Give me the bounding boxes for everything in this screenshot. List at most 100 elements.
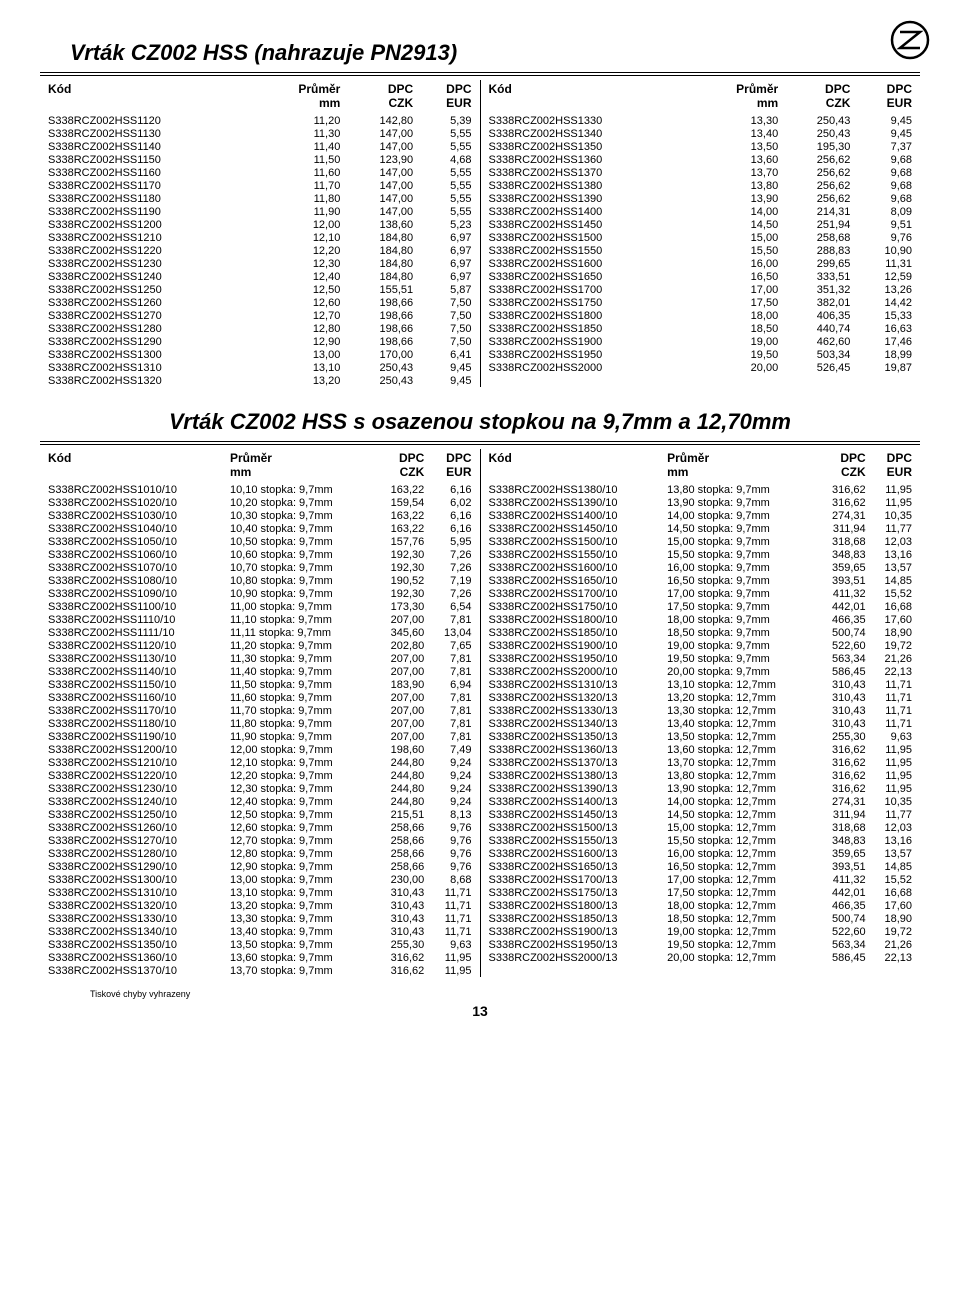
col-kod: Kód	[485, 80, 696, 96]
table-row: S338RCZ002HSS1340/1013,40 stopka: 9,7mm3…	[44, 925, 476, 938]
table-row: S338RCZ002HSS1210/1012,10 stopka: 9,7mm2…	[44, 756, 476, 769]
col-dpc-eur: DPC	[428, 449, 475, 465]
table-row: S338RCZ002HSS1550/1315,50 stopka: 12,7mm…	[485, 834, 917, 847]
table-row: S338RCZ002HSS1700/1317,00 stopka: 12,7mm…	[485, 873, 917, 886]
table-row: S338RCZ002HSS1330/1313,30 stopka: 12,7mm…	[485, 704, 917, 717]
table-row: S338RCZ002HSS1350/1013,50 stopka: 9,7mm2…	[44, 938, 476, 951]
table-row: S338RCZ002HSS150015,00258,689,76	[485, 231, 917, 244]
table-row: S338RCZ002HSS1080/1010,80 stopka: 9,7mm1…	[44, 574, 476, 587]
table-row: S338RCZ002HSS1400/1014,00 stopka: 9,7mm2…	[485, 509, 917, 522]
table-row: S338RCZ002HSS1290/1012,90 stopka: 9,7mm2…	[44, 860, 476, 873]
table-row: S338RCZ002HSS1650/1016,50 stopka: 9,7mm3…	[485, 574, 917, 587]
table-row: S338RCZ002HSS1260/1012,60 stopka: 9,7mm2…	[44, 821, 476, 834]
table-row: S338RCZ002HSS1750/1317,50 stopka: 12,7mm…	[485, 886, 917, 899]
table-row: S338RCZ002HSS200020,00526,4519,87	[485, 361, 917, 374]
col-prumer: Průměr	[226, 449, 373, 465]
table-row: S338RCZ002HSS1130/1011,30 stopka: 9,7mm2…	[44, 652, 476, 665]
table-row: S338RCZ002HSS122012,20184,806,97	[44, 244, 476, 257]
section1-columns: Kód Průměr DPC DPC mm CZK EUR S338RCZ002…	[40, 80, 920, 387]
logo-icon	[890, 20, 930, 60]
table-row: S338RCZ002HSS1310/1313,10 stopka: 12,7mm…	[485, 678, 917, 691]
table-row: S338RCZ002HSS1600/1016,00 stopka: 9,7mm3…	[485, 561, 917, 574]
table-row: S338RCZ002HSS180018,00406,3515,33	[485, 309, 917, 322]
table-row: S338RCZ002HSS1950/1019,50 stopka: 9,7mm5…	[485, 652, 917, 665]
table-row: S338RCZ002HSS1040/1010,40 stopka: 9,7mm1…	[44, 522, 476, 535]
table-row: S338RCZ002HSS1800/1018,00 stopka: 9,7mm4…	[485, 613, 917, 626]
table-row: S338RCZ002HSS137013,70256,629,68	[485, 166, 917, 179]
col-prumer: Průměr	[696, 80, 783, 96]
table-row: S338RCZ002HSS136013,60256,629,68	[485, 153, 917, 166]
table-row: S338RCZ002HSS1180/1011,80 stopka: 9,7mm2…	[44, 717, 476, 730]
table-row: S338RCZ002HSS1020/1010,20 stopka: 9,7mm1…	[44, 496, 476, 509]
table-row: S338RCZ002HSS1850/1018,50 stopka: 9,7mm5…	[485, 626, 917, 639]
table-row: S338RCZ002HSS1010/1010,10 stopka: 9,7mm1…	[44, 483, 476, 496]
table-row: S338RCZ002HSS1050/1010,50 stopka: 9,7mm1…	[44, 535, 476, 548]
table-row: S338RCZ002HSS1100/1011,00 stopka: 9,7mm1…	[44, 600, 476, 613]
table-row: S338RCZ002HSS1120/1011,20 stopka: 9,7mm2…	[44, 639, 476, 652]
col-dpc-eur: DPC	[870, 449, 916, 465]
table-row: S338RCZ002HSS165016,50333,5112,59	[485, 270, 917, 283]
table-row: S338RCZ002HSS138013,80256,629,68	[485, 179, 917, 192]
table-row: S338RCZ002HSS190019,00462,6017,46	[485, 335, 917, 348]
table-row: S338RCZ002HSS1220/1012,20 stopka: 9,7mm2…	[44, 769, 476, 782]
table-row: S338RCZ002HSS1250/1012,50 stopka: 9,7mm2…	[44, 808, 476, 821]
table-row: S338RCZ002HSS1380/1313,80 stopka: 12,7mm…	[485, 769, 917, 782]
table-row: S338RCZ002HSS1160/1011,60 stopka: 9,7mm2…	[44, 691, 476, 704]
table-row: S338RCZ002HSS1360/1013,60 stopka: 9,7mm3…	[44, 951, 476, 964]
table-row: S338RCZ002HSS1850/1318,50 stopka: 12,7mm…	[485, 912, 917, 925]
table-row: S338RCZ002HSS115011,50123,904,68	[44, 153, 476, 166]
col-dpc-czk: DPC	[782, 80, 854, 96]
table-row: S338RCZ002HSS1150/1011,50 stopka: 9,7mm1…	[44, 678, 476, 691]
col-dpc-eur: DPC	[854, 80, 916, 96]
table-row: S338RCZ002HSS170017,00351,3213,26	[485, 283, 917, 296]
table-row: S338RCZ002HSS128012,80198,667,50	[44, 322, 476, 335]
table-row: S338RCZ002HSS1310/1013,10 stopka: 9,7mm3…	[44, 886, 476, 899]
section1-table-right: Kód Průměr DPC DPC mm CZK EUR S338RCZ002…	[485, 80, 917, 374]
table-row: S338RCZ002HSS185018,50440,7416,63	[485, 322, 917, 335]
table-row: S338RCZ002HSS1400/1314,00 stopka: 12,7mm…	[485, 795, 917, 808]
col-dpc-eur: DPC	[417, 80, 475, 96]
table-row: S338RCZ002HSS1111/1011,11 stopka: 9,7mm3…	[44, 626, 476, 639]
table-row: S338RCZ002HSS135013,50195,307,37	[485, 140, 917, 153]
table-row: S338RCZ002HSS1500/1015,00 stopka: 9,7mm3…	[485, 535, 917, 548]
table-row: S338RCZ002HSS1800/1318,00 stopka: 12,7mm…	[485, 899, 917, 912]
table-row: S338RCZ002HSS112011,20142,805,39	[44, 114, 476, 127]
table-header: Kód Průměr DPC DPC mm CZK EUR	[44, 80, 476, 114]
table-row: S338RCZ002HSS175017,50382,0114,42	[485, 296, 917, 309]
table-row: S338RCZ002HSS1390/1013,90 stopka: 9,7mm3…	[485, 496, 917, 509]
table-row: S338RCZ002HSS127012,70198,667,50	[44, 309, 476, 322]
section2-table-left: Kód Průměr DPC DPC mm CZK EUR S338RCZ002…	[44, 449, 476, 977]
table-row: S338RCZ002HSS1450/1314,50 stopka: 12,7mm…	[485, 808, 917, 821]
table-row: S338RCZ002HSS134013,40250,439,45	[485, 127, 917, 140]
table-row: S338RCZ002HSS118011,80147,005,55	[44, 192, 476, 205]
table-row: S338RCZ002HSS1090/1010,90 stopka: 9,7mm1…	[44, 587, 476, 600]
table-row: S338RCZ002HSS160016,00299,6511,31	[485, 257, 917, 270]
table-row: S338RCZ002HSS1350/1313,50 stopka: 12,7mm…	[485, 730, 917, 743]
table-row: S338RCZ002HSS121012,10184,806,97	[44, 231, 476, 244]
table-header: Kód Průměr DPC DPC mm CZK EUR	[485, 449, 917, 483]
table-row: S338RCZ002HSS119011,90147,005,55	[44, 205, 476, 218]
table-row: S338RCZ002HSS1380/1013,80 stopka: 9,7mm3…	[485, 483, 917, 496]
table-row: S338RCZ002HSS2000/1020,00 stopka: 9,7mm5…	[485, 665, 917, 678]
table-row: S338RCZ002HSS1280/1012,80 stopka: 9,7mm2…	[44, 847, 476, 860]
table-row: S338RCZ002HSS117011,70147,005,55	[44, 179, 476, 192]
table-row: S338RCZ002HSS126012,60198,667,50	[44, 296, 476, 309]
table-row: S338RCZ002HSS1030/1010,30 stopka: 9,7mm1…	[44, 509, 476, 522]
table-row: S338RCZ002HSS113011,30147,005,55	[44, 127, 476, 140]
table-header: Kód Průměr DPC DPC mm CZK EUR	[44, 449, 476, 483]
table-row: S338RCZ002HSS125012,50155,515,87	[44, 283, 476, 296]
table-row: S338RCZ002HSS1750/1017,50 stopka: 9,7mm4…	[485, 600, 917, 613]
col-kod: Kód	[485, 449, 664, 465]
section2-columns: Kód Průměr DPC DPC mm CZK EUR S338RCZ002…	[40, 449, 920, 977]
table-row: S338RCZ002HSS1600/1316,00 stopka: 12,7mm…	[485, 847, 917, 860]
section2-table-right: Kód Průměr DPC DPC mm CZK EUR S338RCZ002…	[485, 449, 917, 964]
table-row: S338RCZ002HSS123012,30184,806,97	[44, 257, 476, 270]
table-row: S338RCZ002HSS1320/1013,20 stopka: 9,7mm3…	[44, 899, 476, 912]
page-number: 13	[40, 1003, 920, 1019]
section1-title: Vrták CZ002 HSS (nahrazuje PN2913)	[70, 40, 920, 66]
col-prumer: Průměr	[257, 80, 344, 96]
col-dpc-czk: DPC	[815, 449, 869, 465]
table-row: S338RCZ002HSS131013,10250,439,45	[44, 361, 476, 374]
table-row: S338RCZ002HSS1500/1315,00 stopka: 12,7mm…	[485, 821, 917, 834]
table-row: S338RCZ002HSS145014,50251,949,51	[485, 218, 917, 231]
